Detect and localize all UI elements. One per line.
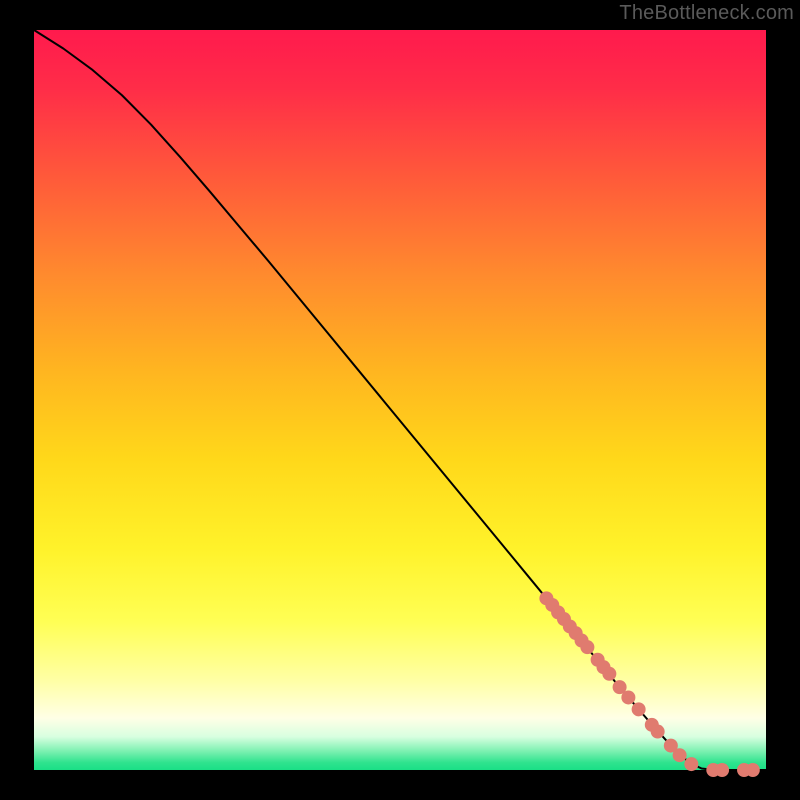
data-marker (621, 690, 635, 704)
data-marker (651, 725, 665, 739)
data-marker (632, 702, 646, 716)
data-marker (602, 667, 616, 681)
data-marker (715, 763, 729, 777)
data-marker (746, 763, 760, 777)
watermark-text: TheBottleneck.com (619, 2, 794, 25)
data-marker (684, 757, 698, 771)
plot-background (34, 30, 766, 770)
chart-svg (0, 0, 800, 800)
data-marker (673, 748, 687, 762)
chart-stage: TheBottleneck.com (0, 0, 800, 800)
data-marker (580, 640, 594, 654)
